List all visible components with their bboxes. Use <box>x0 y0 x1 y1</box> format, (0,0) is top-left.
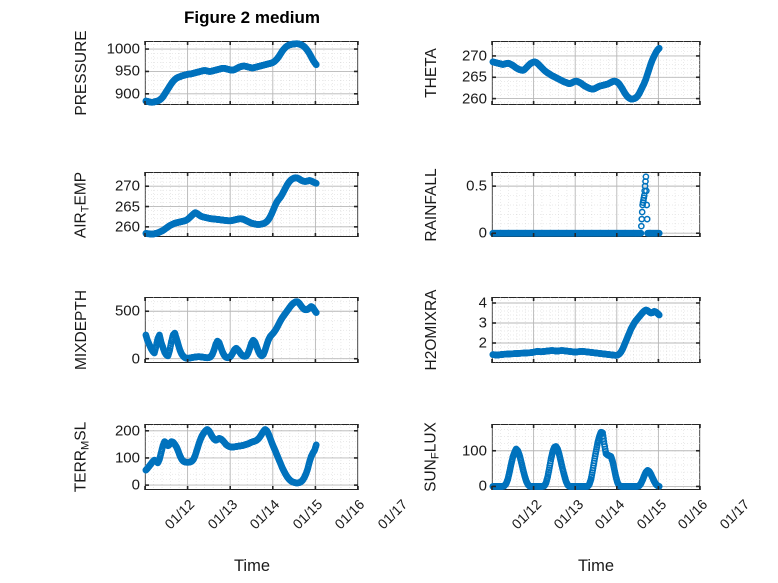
y-tick-label: 0.5 <box>466 177 487 195</box>
y-axis-label-air-temp: AIRTEMP <box>72 171 92 238</box>
x-tick-label: 01/17 <box>716 496 753 533</box>
y-axis-label-sun-flux: SUNFLUX <box>422 422 442 492</box>
y-tick-label: 260 <box>114 218 140 236</box>
y-tick-label: 260 <box>461 90 487 108</box>
data-series-h2omixra <box>489 306 663 359</box>
x-tick-label: 01/13 <box>549 496 586 533</box>
tick-marks <box>491 297 701 363</box>
y-axis-label-terr-msl: TERRMSL <box>72 421 92 493</box>
plot-area <box>142 40 359 106</box>
x-axis-label: Time <box>577 557 615 575</box>
y-tick-label: 500 <box>114 302 140 320</box>
data-series-pressure <box>142 40 320 106</box>
major-gridlines <box>144 41 359 105</box>
figure-title: Figure 2 medium <box>183 8 321 27</box>
y-axis-label-rainfall: RAINFALL <box>423 167 440 242</box>
x-tick-label: 01/15 <box>633 496 670 533</box>
y-tick-label: 265 <box>114 198 140 216</box>
tick-marks <box>144 172 359 237</box>
y-axis-label-mixdepth: MIXDEPTH <box>73 289 90 371</box>
y-tick-label: 3 <box>478 314 487 332</box>
major-gridlines <box>144 297 359 363</box>
y-tick-label: 0 <box>131 350 140 368</box>
panel-sun-flux <box>489 424 701 490</box>
y-tick-label: 4 <box>478 294 487 312</box>
plot-area <box>142 424 359 490</box>
panel-air-temp <box>142 172 359 238</box>
plot-area <box>489 424 701 490</box>
y-tick-label: 270 <box>114 177 140 195</box>
minor-gridlines <box>491 172 701 237</box>
data-series-terr-msl <box>142 426 320 487</box>
plot-area <box>142 172 359 238</box>
x-tick-label: 01/14 <box>591 496 628 533</box>
tick-marks <box>144 297 359 363</box>
x-tick-label: 01/16 <box>674 496 711 533</box>
y-tick-label: 1000 <box>106 40 140 58</box>
axes-frame <box>492 41 700 105</box>
y-tick-label: 900 <box>114 85 140 103</box>
panel-rainfall <box>489 172 701 237</box>
tick-marks <box>491 41 701 105</box>
plot-area <box>489 297 701 364</box>
x-tick-label: 01/12 <box>161 496 198 533</box>
x-tick-label: 01/12 <box>508 496 545 533</box>
y-tick-label: 0 <box>478 224 487 242</box>
tick-marks <box>491 172 701 237</box>
major-gridlines <box>491 41 701 105</box>
y-tick-label: 950 <box>114 62 140 80</box>
x-axis-label: Time <box>233 557 271 575</box>
y-tick-label: 100 <box>114 449 140 467</box>
y-tick-label: 200 <box>114 422 140 440</box>
panel-mixdepth <box>142 297 359 363</box>
y-axis-label-h2omixra: H2OMIXRA <box>423 289 440 371</box>
x-tick-label: 01/17 <box>374 496 411 533</box>
panel-pressure <box>142 40 359 106</box>
panel-h2omixra <box>489 297 701 364</box>
data-series-sun-flux <box>489 428 663 490</box>
plot-area <box>489 41 701 105</box>
x-tick-label: 01/16 <box>331 496 368 533</box>
tick-marks <box>144 41 359 105</box>
data-series-theta <box>489 44 663 103</box>
panel-terr-msl <box>142 424 359 490</box>
y-tick-label: 265 <box>461 68 487 86</box>
axes-frame <box>492 172 700 237</box>
plot-area <box>142 297 359 363</box>
y-tick-label: 270 <box>461 47 487 65</box>
x-tick-label: 01/14 <box>246 496 283 533</box>
tick-marks <box>144 424 359 490</box>
panel-theta <box>489 41 701 105</box>
y-axis-label-theta: THETA <box>423 48 440 98</box>
tick-marks <box>491 424 701 490</box>
y-tick-label: 0 <box>478 477 487 495</box>
y-axis-label-pressure: PRESSURE <box>73 30 90 116</box>
y-tick-label: 2 <box>478 334 487 352</box>
y-tick-label: 100 <box>461 442 487 460</box>
x-tick-label: 01/15 <box>289 496 326 533</box>
y-tick-label: 0 <box>131 476 140 494</box>
x-tick-label: 01/13 <box>203 496 240 533</box>
data-series-mixdepth <box>142 298 320 362</box>
data-series-air-temp <box>142 174 320 238</box>
